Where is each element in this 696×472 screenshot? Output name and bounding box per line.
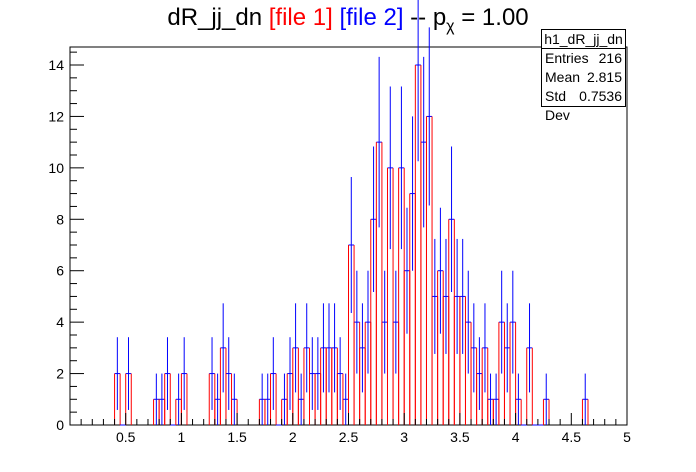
stats-row-mean: Mean 2.815 — [542, 68, 625, 87]
stats-value: 2.815 — [586, 69, 622, 85]
y-tick-label: 2 — [56, 366, 64, 382]
title-prefix: dR_jj_dn — [167, 4, 269, 31]
x-tick-label: 1.5 — [227, 429, 247, 445]
y-tick-label: 8 — [56, 211, 64, 227]
y-tick-label: 6 — [56, 263, 64, 279]
x-tick-label: 2.5 — [339, 429, 359, 445]
stats-title: h1_dR_jj_dn — [542, 30, 625, 49]
title-mid: -- p — [403, 4, 447, 31]
histogram-bars — [114, 0, 589, 426]
x-tick-label: 0.5 — [116, 429, 136, 445]
chart-title: dR_jj_dn [file 1] [file 2] -- pχ = 1.00 — [0, 4, 696, 36]
x-tick-label: 4 — [512, 429, 520, 445]
y-tick-label: 14 — [48, 57, 64, 73]
y-tick-label: 10 — [48, 160, 64, 176]
x-tick-label: 1 — [178, 429, 186, 445]
stats-box: h1_dR_jj_dn Entries 216 Mean 2.815 Std D… — [541, 29, 626, 123]
title-suffix: = 1.00 — [454, 4, 529, 31]
title-file1: [file 1] — [268, 4, 333, 31]
x-tick-label: 2 — [289, 429, 297, 445]
y-tick-label: 12 — [48, 108, 64, 124]
stats-row-entries: Entries 216 — [542, 49, 625, 68]
x-tick-label: 3 — [400, 429, 408, 445]
stats-label: Entries — [545, 50, 589, 66]
stats-label: Mean — [545, 69, 581, 85]
y-tick-label: 0 — [56, 417, 64, 433]
stats-value: 0.7536 — [579, 88, 622, 104]
title-sub: χ — [446, 17, 455, 35]
axis-ticks: 0.5 1 1.5 2 2.5 3 3.5 4 4.5 5 0 2 4 6 8 10 12 14 — [48, 51, 631, 445]
stats-label: Std Dev — [545, 88, 570, 123]
x-tick-label: 3.5 — [450, 429, 470, 445]
title-file2: [file 2] — [339, 4, 404, 31]
x-tick-label: 4.5 — [562, 429, 582, 445]
stats-value: 216 — [598, 50, 622, 66]
x-tick-label: 5 — [623, 429, 631, 445]
stats-row-stddev: Std Dev 0.7536 — [542, 87, 625, 125]
y-tick-label: 4 — [56, 314, 64, 330]
